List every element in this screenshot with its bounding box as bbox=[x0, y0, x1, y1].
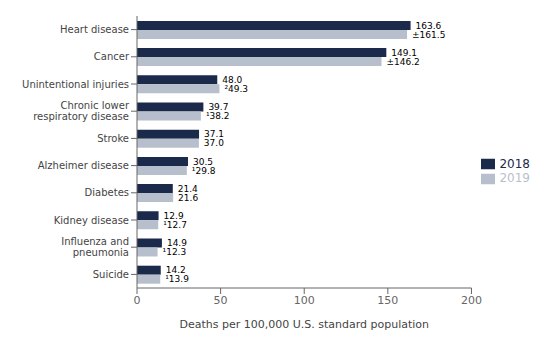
svg-text:21.4: 21.4 bbox=[177, 183, 198, 194]
svg-text:37.0: 37.0 bbox=[204, 138, 224, 148]
svg-text:Chronic lowerrespiratory disea: Chronic lowerrespiratory disease bbox=[33, 100, 130, 122]
svg-text:100: 100 bbox=[294, 294, 315, 307]
svg-text:¹29.8: ¹29.8 bbox=[192, 166, 216, 176]
svg-text:Suicide: Suicide bbox=[93, 269, 129, 280]
svg-text:¹12.7: ¹12.7 bbox=[163, 220, 187, 230]
svg-text:¹13.9: ¹13.9 bbox=[165, 274, 189, 284]
svg-text:14.9: 14.9 bbox=[166, 238, 187, 249]
svg-text:150: 150 bbox=[377, 294, 398, 307]
svg-text:²49.3: ²49.3 bbox=[224, 84, 248, 94]
svg-text:Cancer: Cancer bbox=[94, 51, 130, 62]
svg-text:0: 0 bbox=[134, 294, 141, 307]
svg-text:Stroke: Stroke bbox=[97, 133, 129, 144]
svg-text:±161.5: ±161.5 bbox=[412, 30, 445, 40]
svg-text:50: 50 bbox=[214, 294, 228, 307]
svg-text:200: 200 bbox=[461, 294, 482, 307]
html-text:2019: 2019 bbox=[499, 171, 530, 185]
svg-text:Heart disease: Heart disease bbox=[60, 24, 129, 35]
svg-text:30.5: 30.5 bbox=[193, 156, 214, 167]
svg-text:Alzheimer disease: Alzheimer disease bbox=[38, 160, 129, 171]
svg-text:Influenza andpneumonia: Influenza andpneumonia bbox=[61, 236, 129, 258]
svg-text:163.6: 163.6 bbox=[415, 20, 442, 31]
html-text:2018: 2018 bbox=[499, 156, 530, 171]
svg-text:Deaths per 100,000 U.S. standa: Deaths per 100,000 U.S. standard populat… bbox=[179, 318, 429, 331]
svg-text:37.1: 37.1 bbox=[204, 129, 225, 140]
svg-text:21.6: 21.6 bbox=[178, 193, 198, 203]
svg-text:12.9: 12.9 bbox=[163, 211, 184, 221]
svg-text:149.1: 149.1 bbox=[391, 47, 418, 58]
svg-text:Diabetes: Diabetes bbox=[85, 187, 129, 198]
svg-text:¹38.2: ¹38.2 bbox=[206, 111, 230, 121]
svg-text:39.7: 39.7 bbox=[208, 102, 229, 113]
svg-text:±146.2: ±146.2 bbox=[386, 57, 419, 67]
svg-text:48.0: 48.0 bbox=[222, 75, 243, 85]
svg-text:Kidney disease: Kidney disease bbox=[54, 215, 129, 226]
svg-text:14.2: 14.2 bbox=[165, 265, 186, 276]
svg-text:¹12.3: ¹12.3 bbox=[163, 247, 187, 257]
svg-text:Unintentional injuries: Unintentional injuries bbox=[22, 79, 129, 90]
